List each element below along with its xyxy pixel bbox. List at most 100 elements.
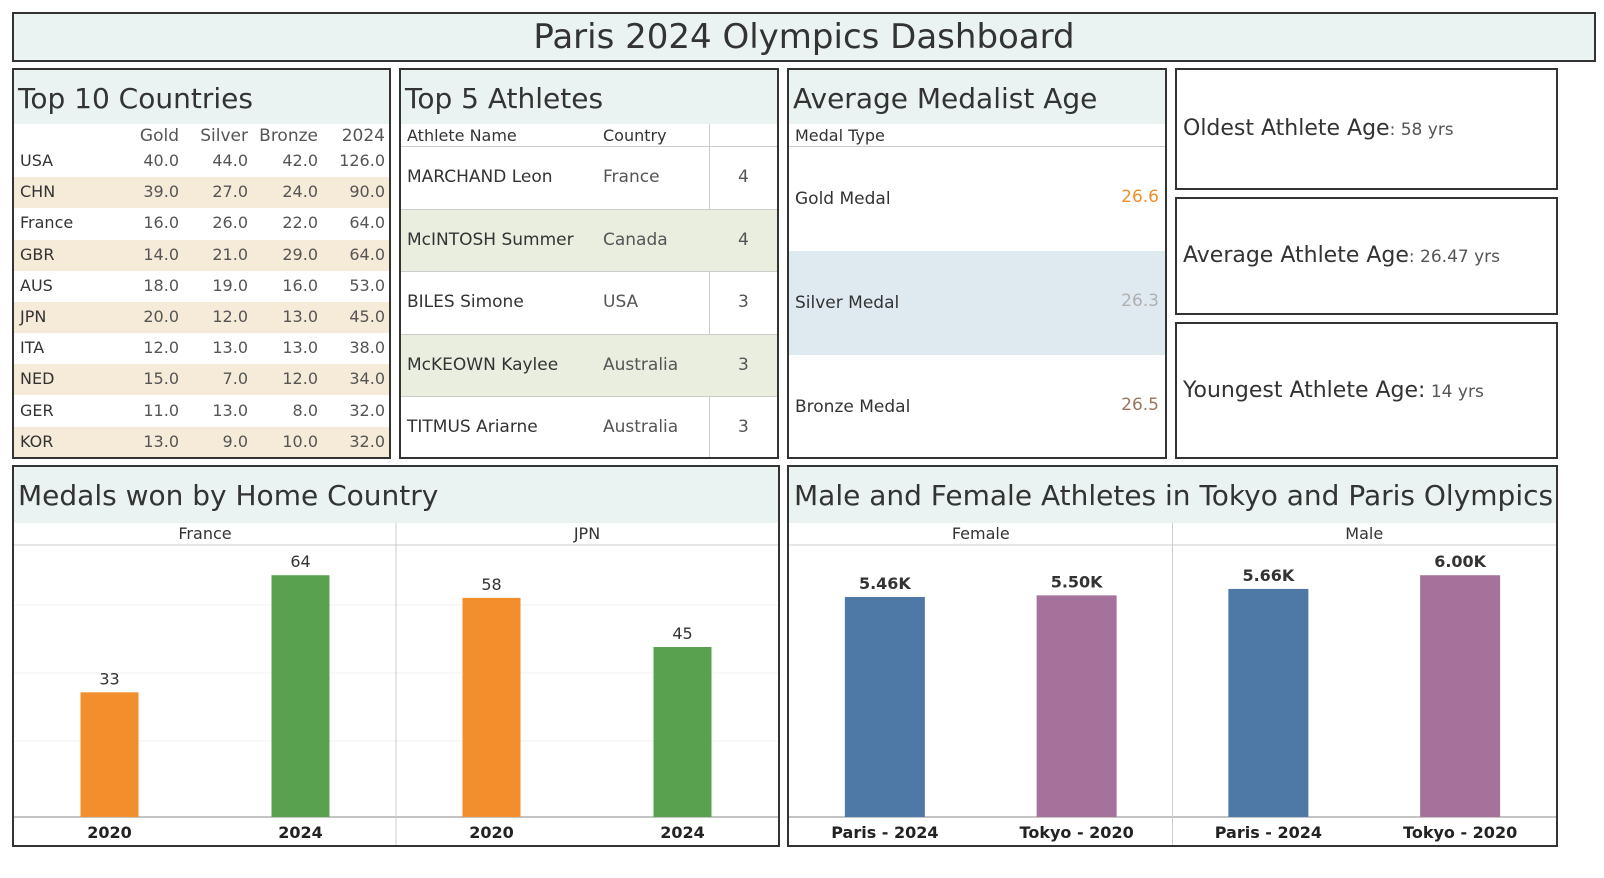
country-name: NED bbox=[20, 369, 55, 389]
athlete-country: Australia bbox=[603, 417, 679, 437]
country-total: 32.0 bbox=[349, 431, 385, 451]
bar-2024 bbox=[653, 647, 712, 817]
medal-age-value: 26.5 bbox=[1121, 395, 1159, 415]
athlete-medal-count: 3 bbox=[738, 354, 749, 375]
header-silver: Silver bbox=[200, 126, 248, 146]
gender-athletes-title: Male and Female Athletes in Tokyo and Pa… bbox=[789, 467, 1556, 523]
oldest-age-label: Oldest Athlete Age bbox=[1183, 116, 1390, 141]
country-silver: 7.0 bbox=[222, 369, 248, 389]
bar-tokyo-2020 bbox=[1420, 575, 1501, 817]
avg-age-title: Average Medalist Age bbox=[789, 70, 1165, 124]
country-silver: 26.0 bbox=[212, 213, 248, 233]
athlete-country: Australia bbox=[603, 354, 679, 375]
medal-age-value: 26.3 bbox=[1121, 291, 1159, 311]
header-country: Country bbox=[603, 126, 667, 145]
country-name: GER bbox=[20, 400, 54, 420]
country-silver: 12.0 bbox=[212, 307, 248, 326]
country-row: GER 11.0 13.0 8.0 32.0 bbox=[14, 396, 389, 427]
header-bronze: Bronze bbox=[259, 126, 318, 146]
country-silver: 13.0 bbox=[212, 400, 248, 420]
bar-2020 bbox=[80, 692, 139, 817]
country-gold: 20.0 bbox=[143, 307, 179, 326]
average-age-value: : 26.47 yrs bbox=[1408, 247, 1501, 267]
athlete-medal-count: 4 bbox=[738, 167, 749, 187]
athlete-country: USA bbox=[603, 292, 639, 312]
average-age-card: Average Athlete Age: 26.47 yrs bbox=[1175, 197, 1558, 315]
x-tick-label: 2020 bbox=[87, 823, 132, 842]
country-bronze: 29.0 bbox=[282, 244, 318, 264]
country-bronze: 10.0 bbox=[282, 431, 318, 451]
gender-athletes-panel: Male and Female Athletes in Tokyo and Pa… bbox=[787, 465, 1558, 847]
header-divider bbox=[789, 146, 1165, 147]
athlete-name: McKEOWN Kaylee bbox=[407, 354, 559, 375]
country-silver: 13.0 bbox=[212, 338, 248, 358]
x-tick-label: Tokyo - 2020 bbox=[1020, 823, 1134, 842]
athlete-country: Canada bbox=[603, 229, 668, 250]
facet-label: France bbox=[178, 524, 231, 543]
athlete-medal-count: 3 bbox=[738, 292, 749, 312]
country-gold: 13.0 bbox=[143, 431, 179, 451]
top-athletes-title: Top 5 Athletes bbox=[401, 70, 777, 124]
athlete-row: TITMUS Ariarne Australia 3 bbox=[401, 396, 777, 457]
country-row: AUS 18.0 19.0 16.0 53.0 bbox=[14, 271, 389, 302]
country-name: France bbox=[20, 213, 74, 233]
athlete-medal-count: 4 bbox=[738, 229, 749, 250]
bar-value-label: 64 bbox=[290, 552, 310, 571]
country-name: GBR bbox=[20, 244, 55, 264]
country-bronze: 13.0 bbox=[282, 307, 318, 326]
country-bronze: 42.0 bbox=[282, 151, 318, 170]
bar-value-label: 45 bbox=[672, 624, 692, 643]
country-total: 53.0 bbox=[349, 275, 385, 295]
average-age-kpi: Average Athlete Age: 26.47 yrs bbox=[1183, 243, 1500, 268]
home-medals-chart: France 33 2020 64 2024 JPN 58 2020 45 2024 bbox=[14, 523, 778, 845]
country-silver: 21.0 bbox=[212, 244, 248, 264]
athletes-table: MARCHAND Leon France 4 McINTOSH Summer Canad… bbox=[401, 146, 777, 457]
x-tick-label: Paris - 2024 bbox=[1215, 823, 1322, 842]
medal-age-row: Silver Medal 26.3 bbox=[789, 251, 1165, 355]
bar-value-label: 5.66K bbox=[1242, 566, 1294, 585]
dashboard-title: Paris 2024 Olympics Dashboard bbox=[12, 12, 1596, 62]
athlete-row: McKEOWN Kaylee Australia 3 bbox=[401, 333, 777, 396]
country-gold: 18.0 bbox=[143, 275, 179, 295]
bar-value-label: 5.46K bbox=[859, 574, 911, 593]
gender-athletes-chart: Female 5.46K Paris - 2024 5.50K Tokyo - 2020… bbox=[789, 523, 1556, 845]
facet-label: Male bbox=[1345, 524, 1383, 543]
medal-type-label: Gold Medal bbox=[795, 189, 891, 209]
home-medals-panel: Medals won by Home Country France 33 2020 6… bbox=[12, 465, 780, 847]
country-row: ITA 12.0 13.0 13.0 38.0 bbox=[14, 333, 389, 364]
country-name: USA bbox=[20, 151, 54, 170]
top-countries-title: Top 10 Countries bbox=[14, 70, 389, 124]
country-total: 90.0 bbox=[349, 182, 385, 202]
athlete-name: McINTOSH Summer bbox=[407, 229, 574, 250]
country-row: GBR 14.0 21.0 29.0 64.0 bbox=[14, 239, 389, 271]
country-bronze: 13.0 bbox=[282, 338, 318, 358]
bar-value-label: 58 bbox=[481, 575, 501, 594]
athletes-header: Athlete Name Country bbox=[401, 124, 777, 146]
header-2024: 2024 bbox=[341, 126, 385, 146]
x-tick-label: 2024 bbox=[660, 823, 705, 842]
country-total: 45.0 bbox=[349, 307, 385, 326]
youngest-age-kpi: Youngest Athlete Age: 14 yrs bbox=[1183, 378, 1484, 403]
column-divider bbox=[709, 124, 710, 457]
average-age-label: Average Athlete Age bbox=[1183, 243, 1409, 268]
x-tick-label: 2024 bbox=[278, 823, 323, 842]
country-bronze: 8.0 bbox=[292, 400, 318, 420]
medal-type-header: Medal Type bbox=[795, 126, 885, 145]
country-bronze: 24.0 bbox=[282, 182, 318, 202]
youngest-age-card: Youngest Athlete Age: 14 yrs bbox=[1175, 322, 1558, 459]
country-total: 64.0 bbox=[349, 213, 385, 233]
country-name: CHN bbox=[20, 182, 56, 202]
top-countries-panel: Top 10 Countries Gold Silver Bronze 2024… bbox=[12, 68, 391, 459]
country-name: KOR bbox=[20, 431, 54, 451]
country-total: 34.0 bbox=[349, 369, 385, 389]
country-row: France 16.0 26.0 22.0 64.0 bbox=[14, 208, 389, 239]
facet-label: Female bbox=[952, 524, 1010, 543]
country-name: JPN bbox=[20, 307, 47, 326]
country-name: AUS bbox=[20, 275, 53, 295]
oldest-age-kpi: Oldest Athlete Age: 58 yrs bbox=[1183, 116, 1454, 141]
country-total: 38.0 bbox=[349, 338, 385, 358]
age-table: Gold Medal 26.6 Silver Medal 26.3 Bronze Med… bbox=[789, 147, 1165, 457]
athlete-country: France bbox=[603, 167, 660, 187]
x-tick-label: 2020 bbox=[469, 823, 514, 842]
facet-label: JPN bbox=[573, 524, 600, 543]
